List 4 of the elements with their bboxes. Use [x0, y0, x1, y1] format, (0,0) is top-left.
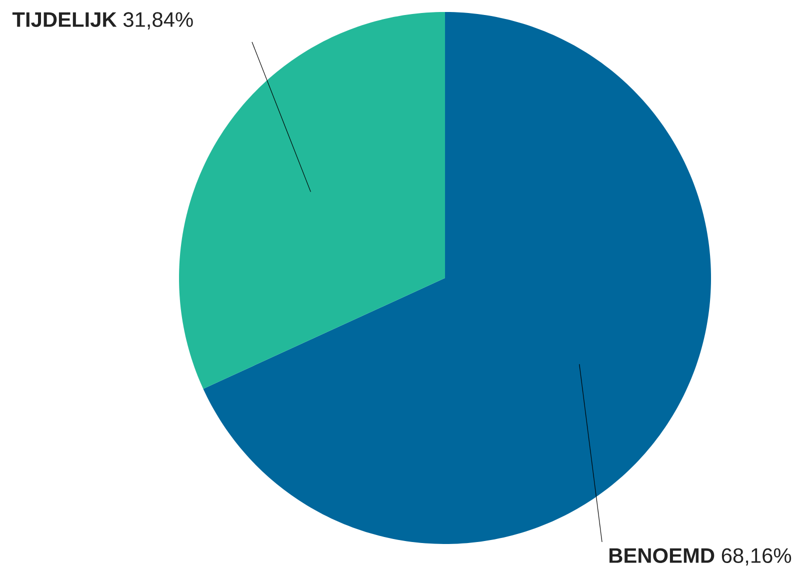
- data-label: 68,16%: [722, 548, 792, 566]
- data-label: 31,84%: [123, 12, 193, 30]
- slice-label: TIJDELIJK: [12, 12, 117, 27]
- slice-label: BENOEMD: [610, 548, 714, 564]
